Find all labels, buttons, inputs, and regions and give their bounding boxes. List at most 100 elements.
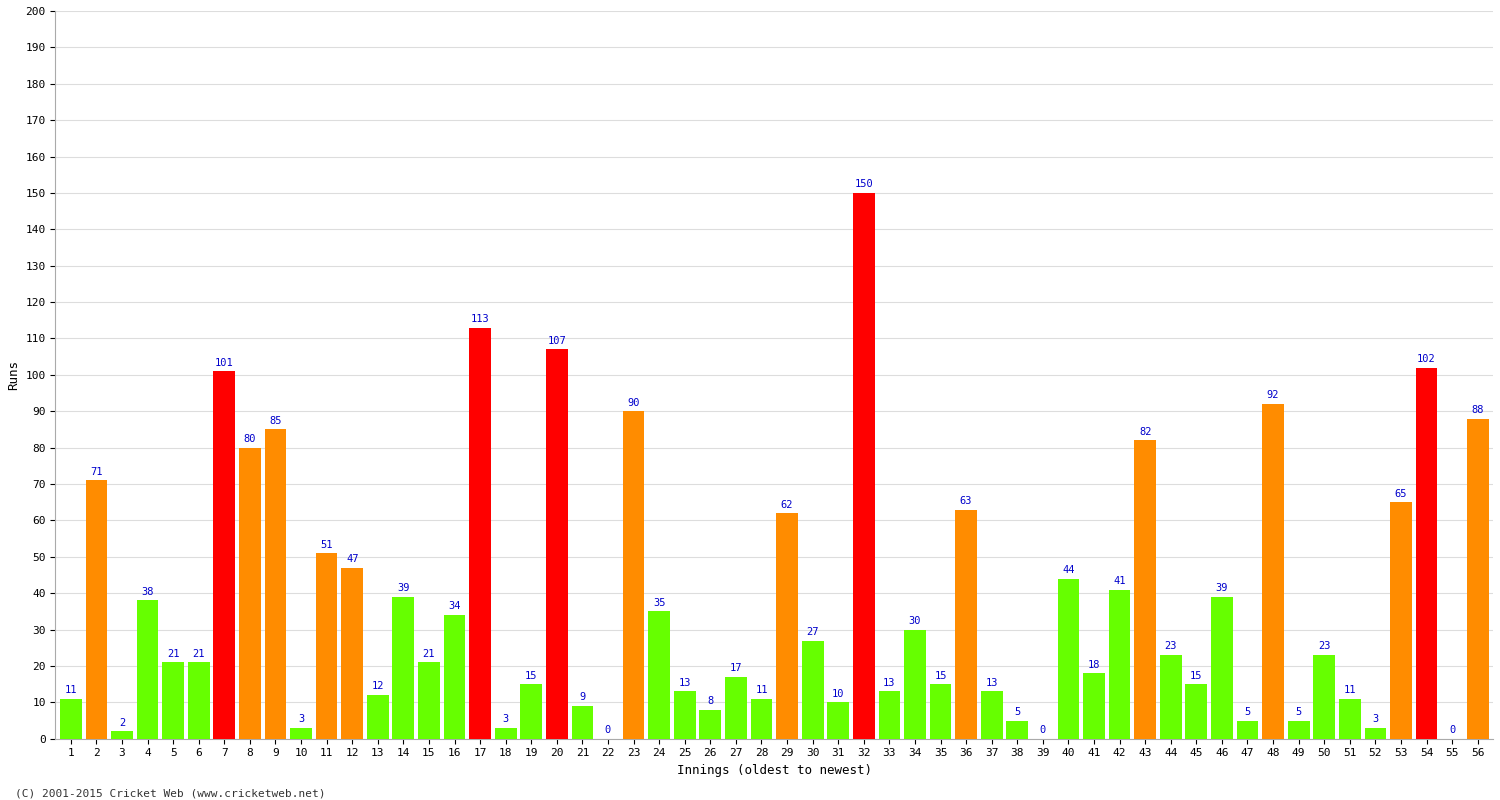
Bar xyxy=(853,193,874,738)
Text: 15: 15 xyxy=(525,670,537,681)
Bar xyxy=(162,662,184,738)
Bar xyxy=(1467,418,1488,738)
Bar xyxy=(1365,728,1386,738)
Bar xyxy=(86,480,108,738)
Text: 21: 21 xyxy=(423,649,435,658)
Bar xyxy=(1340,698,1360,738)
Bar xyxy=(1058,578,1080,738)
Bar xyxy=(1185,684,1208,738)
Text: 63: 63 xyxy=(960,496,972,506)
Bar xyxy=(1314,655,1335,738)
Bar xyxy=(470,327,490,738)
Text: 13: 13 xyxy=(884,678,896,688)
Text: 13: 13 xyxy=(986,678,998,688)
Bar xyxy=(315,553,338,738)
Bar xyxy=(546,350,567,738)
Text: 3: 3 xyxy=(503,714,509,724)
Text: 11: 11 xyxy=(64,685,76,695)
Bar xyxy=(342,568,363,738)
Text: 41: 41 xyxy=(1113,576,1126,586)
Text: 8: 8 xyxy=(706,696,714,706)
Bar xyxy=(1288,721,1310,738)
Text: 15: 15 xyxy=(934,670,946,681)
Bar xyxy=(188,662,210,738)
Text: 90: 90 xyxy=(627,398,640,408)
Text: 10: 10 xyxy=(833,689,844,698)
Text: 35: 35 xyxy=(652,598,666,608)
Text: 12: 12 xyxy=(372,682,384,691)
Text: 65: 65 xyxy=(1395,489,1407,498)
Text: 92: 92 xyxy=(1268,390,1280,400)
Bar xyxy=(1083,674,1106,738)
Text: 23: 23 xyxy=(1318,642,1330,651)
Text: 3: 3 xyxy=(1372,714,1378,724)
Bar xyxy=(1262,404,1284,738)
Text: 15: 15 xyxy=(1190,670,1203,681)
Text: 9: 9 xyxy=(579,692,585,702)
Bar xyxy=(572,706,594,738)
Text: 39: 39 xyxy=(1215,583,1228,594)
Text: 88: 88 xyxy=(1472,405,1484,415)
Text: 11: 11 xyxy=(1344,685,1356,695)
Bar xyxy=(904,630,926,738)
Bar xyxy=(368,695,388,738)
Bar xyxy=(495,728,516,738)
Bar xyxy=(879,691,900,738)
Text: 38: 38 xyxy=(141,587,154,597)
X-axis label: Innings (oldest to newest): Innings (oldest to newest) xyxy=(676,764,871,777)
Bar xyxy=(828,702,849,738)
Text: 18: 18 xyxy=(1088,660,1101,670)
Bar xyxy=(444,615,465,738)
Text: 34: 34 xyxy=(448,602,460,611)
Text: 5: 5 xyxy=(1296,707,1302,717)
Text: 0: 0 xyxy=(604,725,610,735)
Text: 101: 101 xyxy=(214,358,234,367)
Bar xyxy=(930,684,951,738)
Text: 51: 51 xyxy=(321,539,333,550)
Bar xyxy=(111,731,134,738)
Bar xyxy=(419,662,440,738)
Bar xyxy=(622,411,645,738)
Bar xyxy=(674,691,696,738)
Text: 107: 107 xyxy=(548,336,566,346)
Bar xyxy=(981,691,1002,738)
Text: 82: 82 xyxy=(1138,426,1152,437)
Bar xyxy=(136,601,159,738)
Text: 44: 44 xyxy=(1062,565,1074,575)
Text: 13: 13 xyxy=(678,678,692,688)
Text: 71: 71 xyxy=(90,466,102,477)
Bar xyxy=(264,430,286,738)
Bar xyxy=(238,448,261,738)
Bar xyxy=(1416,367,1437,738)
Bar xyxy=(956,510,976,738)
Text: 2: 2 xyxy=(118,718,124,728)
Bar xyxy=(1236,721,1258,738)
Text: 102: 102 xyxy=(1418,354,1436,364)
Bar xyxy=(520,684,542,738)
Text: 11: 11 xyxy=(754,685,768,695)
Text: 21: 21 xyxy=(192,649,206,658)
Text: 5: 5 xyxy=(1245,707,1251,717)
Text: 30: 30 xyxy=(909,616,921,626)
Bar xyxy=(290,728,312,738)
Bar xyxy=(1007,721,1028,738)
Text: 0: 0 xyxy=(1040,725,1046,735)
Bar xyxy=(776,513,798,738)
Bar xyxy=(393,597,414,738)
Text: (C) 2001-2015 Cricket Web (www.cricketweb.net): (C) 2001-2015 Cricket Web (www.cricketwe… xyxy=(15,788,326,798)
Bar xyxy=(1134,440,1156,738)
Text: 27: 27 xyxy=(807,627,819,637)
Text: 0: 0 xyxy=(1449,725,1455,735)
Bar xyxy=(1160,655,1182,738)
Text: 80: 80 xyxy=(243,434,256,444)
Text: 3: 3 xyxy=(298,714,304,724)
Text: 21: 21 xyxy=(166,649,180,658)
Bar xyxy=(699,710,721,738)
Text: 85: 85 xyxy=(268,416,282,426)
Text: 17: 17 xyxy=(729,663,742,674)
Bar xyxy=(1108,590,1131,738)
Bar xyxy=(213,371,236,738)
Text: 5: 5 xyxy=(1014,707,1020,717)
Bar xyxy=(750,698,772,738)
Text: 150: 150 xyxy=(855,179,873,190)
